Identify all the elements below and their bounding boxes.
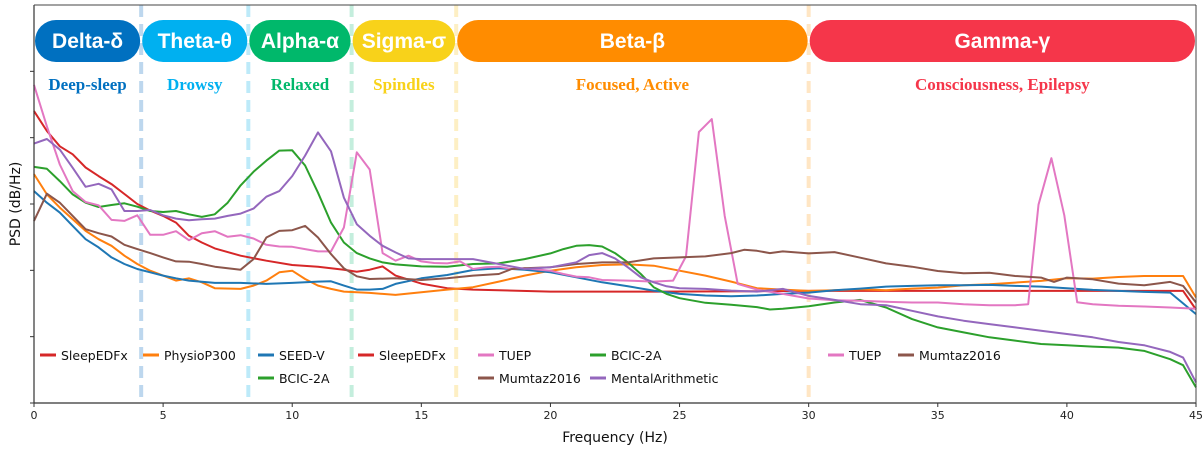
band-description: Deep-sleep (48, 75, 126, 94)
x-tick-label: 0 (31, 409, 38, 422)
legend-entry: MentalArithmetic (611, 371, 719, 386)
band-name: Delta-δ (52, 30, 123, 53)
band-pill (352, 20, 456, 62)
legend-entry: TUEP (848, 348, 882, 363)
x-tick-label: 20 (543, 409, 557, 422)
legend-entry: Mumtaz2016 (499, 371, 581, 386)
band-description: Drowsy (167, 75, 223, 94)
band-headers: Delta-δ Deep-sleep Theta-θ Drowsy Alpha-α Rel… (35, 20, 1195, 94)
x-tick-label: 35 (931, 409, 945, 422)
legends: SleepEDFx PhysioP300 SEED-V BCIC-2A SleepEDF… (40, 348, 1001, 386)
x-tick-label: 40 (1060, 409, 1074, 422)
legend-entry: TUEP (498, 348, 532, 363)
x-tick-label: 10 (285, 409, 299, 422)
axes: 0 5 10 15 20 25 30 35 40 45 (30, 4, 1202, 422)
x-tick-label: 15 (414, 409, 428, 422)
legend-entry: BCIC-2A (611, 348, 662, 363)
band-description: Consciousness, Epilepsy (915, 75, 1090, 94)
y-axis-label: PSD (dB/Hz) (8, 162, 24, 247)
band-name: Theta-θ (158, 30, 232, 53)
legend-entry: SleepEDFx (379, 348, 446, 363)
band-name: Sigma-σ (362, 30, 446, 53)
legend-entry: SleepEDFx (61, 348, 128, 363)
series-lines (33, 84, 1197, 388)
band-pill (249, 20, 351, 62)
legend-entry: BCIC-2A (279, 371, 330, 386)
legend-entry: PhysioP300 (164, 348, 236, 363)
legend-entry: SEED-V (279, 348, 325, 363)
band-description: Spindles (373, 75, 435, 94)
series-line-mumtaz2016 (33, 192, 1197, 304)
series-line-bcic-2a (33, 149, 1197, 388)
band-description: Relaxed (271, 75, 330, 94)
series-line-seed-v (33, 190, 1197, 315)
band-pill (809, 20, 1195, 62)
x-tick-label: 5 (160, 409, 167, 422)
series-line-mentalarithmetic (33, 131, 1197, 383)
legend-entry: Mumtaz2016 (919, 348, 1001, 363)
x-axis-label: Frequency (Hz) (562, 430, 668, 446)
band-name: Alpha-α (261, 30, 339, 53)
x-tick-label: 45 (1189, 409, 1202, 422)
band-name: Gamma-γ (954, 30, 1050, 53)
band-pill (142, 20, 248, 62)
band-name: Beta-β (600, 30, 666, 53)
x-tick-label: 25 (673, 409, 687, 422)
series-line-sleepedfx (33, 110, 1197, 311)
series-line-tuep (33, 84, 1197, 310)
band-pill (35, 20, 141, 62)
series-line-physiop300 (33, 173, 1197, 299)
band-boundaries (139, 5, 811, 403)
x-tick-label: 30 (802, 409, 816, 422)
band-pill (457, 20, 808, 62)
band-description: Focused, Active (576, 75, 690, 94)
